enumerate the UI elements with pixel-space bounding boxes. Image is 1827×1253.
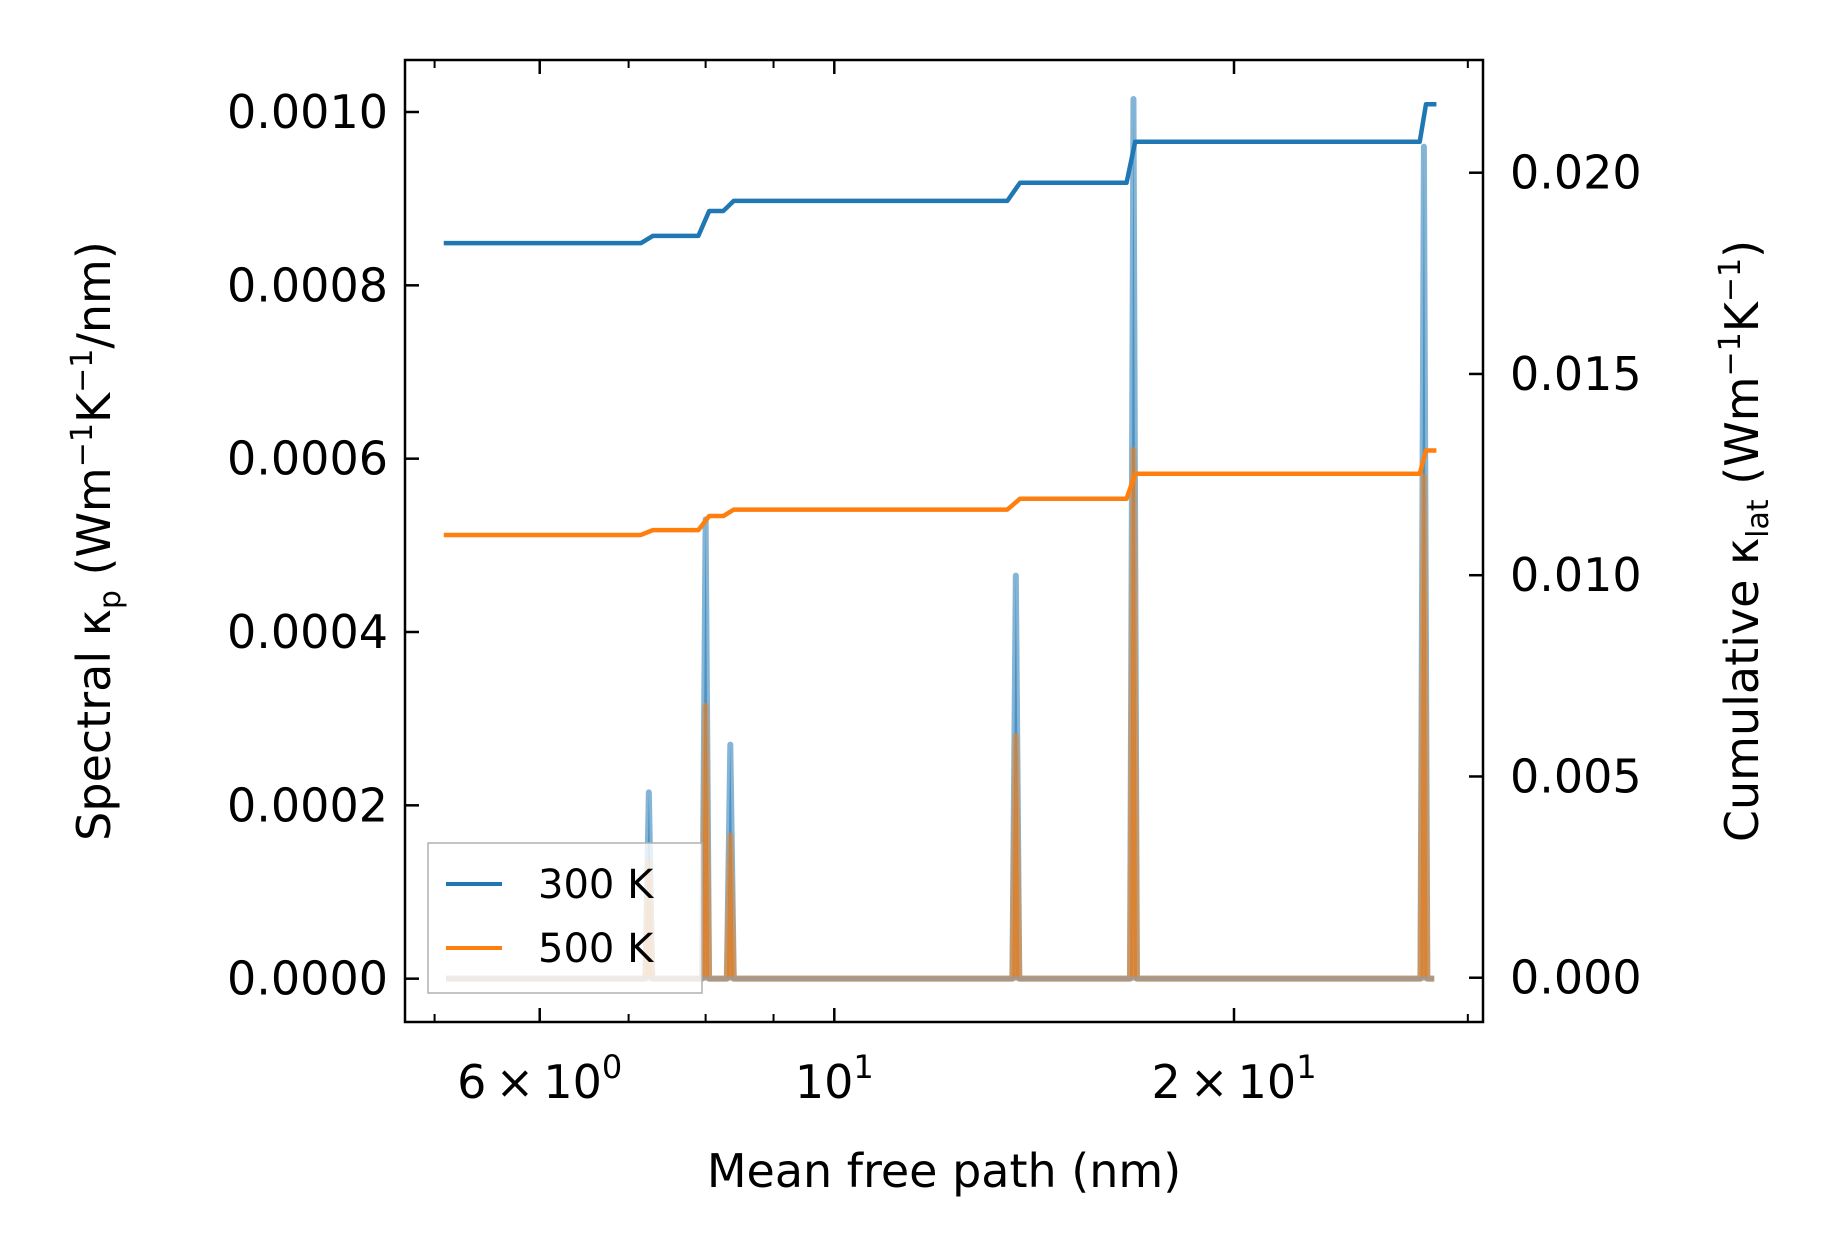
legend-label-300k: 300 K <box>538 862 655 908</box>
y-right-tick-label: 0.010 <box>1510 548 1642 602</box>
cumulative-series-layer <box>443 102 1437 538</box>
legend: 300 K 500 K <box>427 842 703 994</box>
x-axis-ticks: 6 × 100 101 2 × 101 <box>433 60 1469 1109</box>
x-axis-title: Mean free path (nm) <box>707 1144 1181 1198</box>
y-left-tick-label: 0.0010 <box>227 85 388 139</box>
cumulative-line-500k <box>443 448 1437 538</box>
y-right-tick-label: 0.000 <box>1510 951 1642 1005</box>
y-left-axis-ticks: 0.0000 0.0002 0.0004 0.0006 0.0008 0.0010 <box>227 85 419 1006</box>
plot-frame <box>403 58 1485 1024</box>
y-left-tick-label: 0.0000 <box>227 952 388 1006</box>
y-left-tick-label: 0.0008 <box>227 258 388 312</box>
y-left-axis-title: Spectral κp (Wm−1K−1/nm) <box>65 241 128 841</box>
x-tick-label: 6 × 100 <box>457 1048 622 1109</box>
y-right-tick-label: 0.005 <box>1510 749 1642 803</box>
y-left-tick-label: 0.0006 <box>227 432 388 486</box>
cumulative-line-300k <box>443 102 1437 246</box>
y-left-tick-label: 0.0004 <box>227 605 388 659</box>
x-tick-label: 101 <box>795 1048 874 1109</box>
y-right-tick-label: 0.020 <box>1510 146 1642 200</box>
legend-box <box>427 842 703 994</box>
legend-label-500k: 500 K <box>538 926 655 972</box>
y-right-tick-label: 0.015 <box>1510 347 1642 401</box>
y-left-tick-label: 0.0002 <box>227 778 388 832</box>
y-right-axis-title: Cumulative κlat (Wm−1K−1) <box>1713 240 1776 842</box>
y-right-axis-ticks: 0.000 0.005 0.010 0.015 0.020 <box>1469 146 1642 1005</box>
x-tick-label: 2 × 101 <box>1151 1048 1316 1109</box>
